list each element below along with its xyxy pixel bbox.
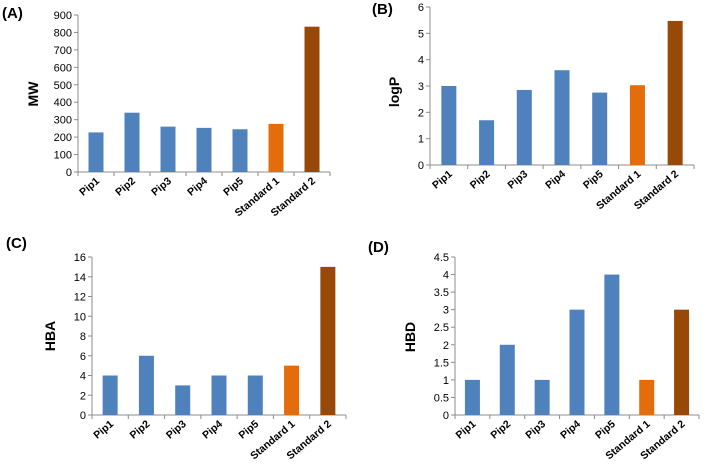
bar-pip3 (160, 126, 176, 172)
chart-panel-4: (D) HBD 0 0.5 1 1.5 2 2.5 3 3.5 4 4.5 Pip1 Pip2 Pip3 Pi… (368, 239, 700, 462)
panel-label: (C) (6, 235, 27, 252)
panel-label: (D) (368, 239, 389, 256)
y-tick-label: 3 (443, 305, 449, 317)
bar-standard-2 (667, 20, 683, 166)
y-tick-label: 1 (418, 134, 424, 146)
bar-pip4 (196, 127, 212, 172)
bar-standard-1 (629, 85, 645, 165)
bar-pip2 (479, 120, 495, 165)
y-tick-label: 0 (66, 167, 72, 179)
y-tick-label: 16 (74, 252, 86, 264)
y-tick-label: 600 (54, 62, 72, 74)
x-category-label: Pip3 (523, 418, 548, 442)
x-category-label: Pip1 (91, 418, 116, 442)
x-category-label: Pip3 (506, 168, 531, 192)
bar-pip1 (88, 132, 104, 172)
bar-standard-2 (304, 26, 320, 173)
x-category-label: Pip3 (149, 175, 174, 199)
y-tick-label: 2 (418, 107, 424, 119)
x-category-label: Pip2 (128, 418, 153, 442)
bar-standard-1 (639, 379, 655, 415)
bar-pip2 (138, 355, 154, 415)
y-tick-label: 2.5 (434, 322, 449, 334)
y-axis-title: MW (25, 81, 41, 107)
y-tick-label: 0 (80, 410, 86, 422)
y-tick-label: 3.5 (434, 287, 449, 299)
y-tick-label: 300 (54, 115, 72, 127)
x-category-label: Pip4 (543, 168, 568, 192)
y-tick-label: 10 (74, 311, 86, 323)
y-tick-label: 8 (80, 331, 86, 343)
y-tick-label: 0.5 (434, 392, 449, 404)
x-category-label: Pip4 (558, 418, 583, 442)
bar-pip5 (232, 129, 248, 172)
x-category-label: Pip1 (430, 168, 455, 192)
bar-standard-2 (320, 266, 336, 415)
bar-pip4 (211, 375, 227, 415)
x-category-label: Pip2 (468, 168, 493, 192)
bar-pip2 (124, 112, 140, 172)
x-category-label: Pip4 (200, 418, 225, 442)
bar-pip3 (516, 89, 532, 165)
x-category-label: Pip5 (237, 418, 262, 442)
bar-pip1 (464, 379, 480, 415)
bar-standard-2 (674, 309, 690, 415)
y-tick-label: 6 (80, 351, 86, 363)
x-category-label: Pip4 (185, 175, 210, 199)
y-tick-label: 4 (443, 270, 449, 282)
bar-pip2 (499, 344, 515, 415)
y-tick-label: 500 (54, 80, 72, 92)
y-tick-label: 800 (54, 27, 72, 39)
y-tick-label: 400 (54, 97, 72, 109)
y-tick-label: 4.5 (434, 252, 449, 264)
x-category-label: Pip5 (593, 418, 618, 442)
y-tick-label: 1 (443, 375, 449, 387)
y-tick-label: 2 (443, 340, 449, 352)
y-axis-title: logP (386, 77, 402, 107)
x-category-label: Pip5 (221, 175, 246, 199)
y-tick-label: 0 (418, 160, 424, 172)
panel-label: (A) (2, 5, 23, 22)
bar-pip3 (175, 385, 191, 415)
y-tick-label: 4 (418, 55, 424, 67)
y-tick-label: 100 (54, 150, 72, 162)
y-tick-label: 3 (418, 81, 424, 93)
bar-pip4 (554, 70, 570, 165)
y-axis-title: HBA (42, 321, 58, 351)
bar-standard-1 (284, 365, 300, 415)
panel-label: (B) (372, 1, 393, 18)
y-tick-label: 4 (80, 371, 86, 383)
bar-standard-1 (268, 123, 284, 172)
y-tick-label: 14 (74, 272, 86, 284)
bar-pip3 (534, 379, 550, 415)
y-tick-label: 900 (54, 10, 72, 22)
y-tick-label: 700 (54, 45, 72, 57)
bar-pip5 (592, 92, 608, 165)
x-category-label: Pip1 (454, 418, 479, 442)
bar-pip1 (102, 375, 118, 415)
bar-pip5 (604, 274, 620, 415)
y-tick-label: 0 (443, 410, 449, 422)
x-category-label: Pip5 (581, 168, 606, 192)
y-axis-title: HBD (402, 322, 418, 352)
y-tick-label: 200 (54, 132, 72, 144)
chart-panel-1: (A) MW 0 100 200 300 400 500 600 700 800 900 Pip1 Pip… (2, 5, 331, 219)
y-tick-label: 5 (418, 28, 424, 40)
x-category-label: Pip2 (113, 175, 138, 199)
bar-pip4 (569, 309, 585, 415)
x-category-label: Pip2 (489, 418, 514, 442)
y-tick-label: 1.5 (434, 357, 449, 369)
y-tick-label: 6 (418, 2, 424, 14)
bar-pip5 (247, 375, 263, 415)
bar-pip1 (441, 86, 457, 165)
y-tick-label: 12 (74, 292, 86, 304)
x-category-label: Pip1 (77, 175, 102, 199)
y-tick-label: 2 (80, 390, 86, 402)
x-category-label: Pip3 (164, 418, 189, 442)
